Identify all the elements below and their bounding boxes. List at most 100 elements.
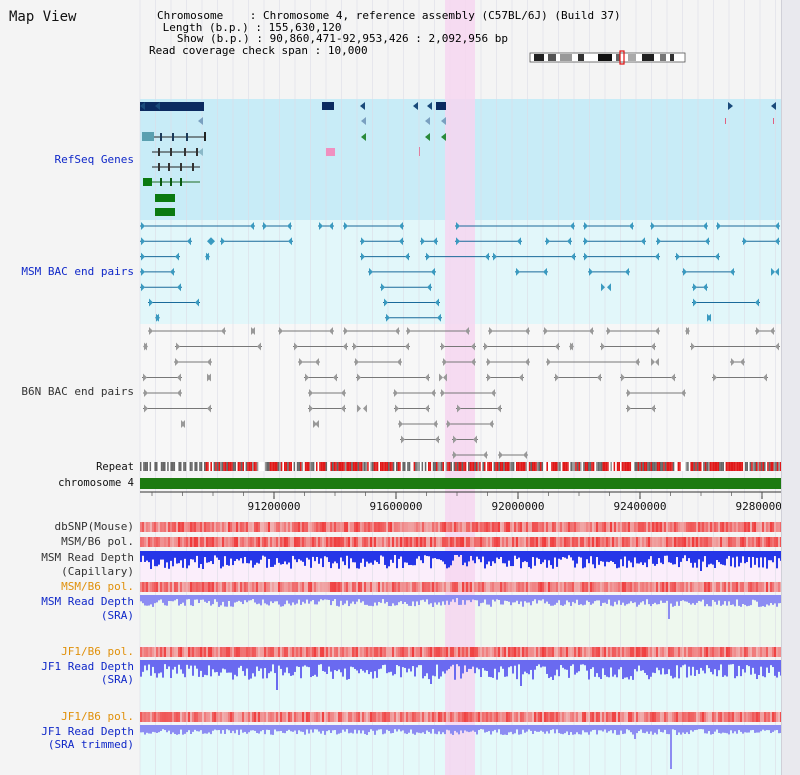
bac-pair[interactable]: [380, 283, 432, 292]
bac-pair[interactable]: [304, 373, 338, 382]
bac-pair[interactable]: [712, 373, 768, 382]
bac-pair[interactable]: [488, 327, 530, 335]
bac-pair[interactable]: [486, 373, 524, 382]
bac-pair[interactable]: [730, 358, 745, 366]
bac-pair[interactable]: [175, 342, 262, 351]
bac-pair[interactable]: [143, 389, 182, 397]
bac-pair[interactable]: [140, 283, 182, 292]
bac-pair[interactable]: [308, 389, 346, 397]
bac-pair[interactable]: [360, 252, 410, 261]
bac-pair[interactable]: [452, 435, 478, 444]
bac-pair[interactable]: [140, 237, 192, 246]
bac-pair[interactable]: [383, 298, 440, 307]
bac-pair[interactable]: [606, 327, 660, 335]
bac-pair[interactable]: [313, 420, 319, 428]
bac-pair[interactable]: [554, 373, 602, 382]
chromosome-ideogram[interactable]: [529, 50, 686, 65]
bac-pair[interactable]: [771, 267, 779, 276]
bac-pair[interactable]: [440, 342, 476, 351]
vertical-scrollbar[interactable]: [781, 0, 800, 775]
bac-pair[interactable]: [755, 327, 775, 335]
refseq-genes[interactable]: [140, 102, 776, 216]
bac-pair[interactable]: [675, 252, 720, 261]
bac-pair[interactable]: [140, 267, 175, 276]
bac-pair[interactable]: [425, 252, 490, 261]
bac-pair[interactable]: [220, 237, 293, 246]
bac-pair[interactable]: [707, 313, 711, 322]
bac-pair[interactable]: [143, 342, 148, 351]
bac-pair[interactable]: [308, 404, 346, 413]
bac-pair[interactable]: [181, 420, 185, 428]
bac-pair[interactable]: [442, 358, 476, 366]
bac-pair[interactable]: [356, 373, 430, 382]
bac-pair[interactable]: [251, 327, 255, 335]
bac-pair[interactable]: [515, 267, 548, 276]
bac-pair[interactable]: [439, 373, 447, 382]
track-label-b6n-bac[interactable]: B6N BAC end pairs: [21, 385, 134, 398]
gene-block[interactable]: [140, 102, 204, 111]
bac-pair[interactable]: [143, 404, 212, 413]
bac-pair[interactable]: [692, 298, 760, 307]
track-label-refseq[interactable]: RefSeq Genes: [54, 153, 134, 166]
bac-pair[interactable]: [456, 404, 502, 413]
bac-pair[interactable]: [174, 358, 212, 366]
bac-pair[interactable]: [486, 358, 530, 366]
bac-pair[interactable]: [148, 327, 226, 335]
bac-pair[interactable]: [293, 342, 348, 351]
bac-pair[interactable]: [207, 237, 215, 246]
bac-pair[interactable]: [455, 222, 575, 230]
bac-pair[interactable]: [543, 327, 594, 335]
track-label-msm-bac[interactable]: MSM BAC end pairs: [21, 265, 134, 278]
bac-pair[interactable]: [352, 342, 410, 351]
bac-pair[interactable]: [205, 252, 210, 261]
bac-pair[interactable]: [455, 237, 522, 246]
bac-pair[interactable]: [716, 222, 780, 230]
bac-pair[interactable]: [398, 420, 438, 428]
bac-pair[interactable]: [685, 327, 690, 335]
bac-pair[interactable]: [400, 435, 440, 444]
bac-pair[interactable]: [343, 222, 404, 230]
bac-pair[interactable]: [368, 267, 436, 276]
bac-pair[interactable]: [140, 222, 255, 230]
bac-pair[interactable]: [148, 298, 200, 307]
msm-bac-end-pairs[interactable]: [140, 222, 780, 322]
bac-pair[interactable]: [650, 222, 708, 230]
bac-pair[interactable]: [357, 404, 367, 413]
bac-pair[interactable]: [360, 237, 404, 246]
bac-pair[interactable]: [546, 358, 640, 366]
bac-pair[interactable]: [262, 222, 292, 230]
bac-pair[interactable]: [278, 327, 334, 335]
bac-pair[interactable]: [142, 373, 182, 382]
bac-pair[interactable]: [682, 267, 735, 276]
bac-pair[interactable]: [446, 420, 494, 428]
bac-pair[interactable]: [492, 252, 576, 261]
bac-pair[interactable]: [588, 267, 630, 276]
bac-pair[interactable]: [498, 451, 528, 459]
bac-pair[interactable]: [583, 237, 646, 246]
bac-pair[interactable]: [692, 283, 708, 292]
bac-pair[interactable]: [440, 389, 496, 397]
bac-pair[interactable]: [420, 237, 438, 246]
bac-pair[interactable]: [601, 283, 611, 292]
bac-pair[interactable]: [452, 451, 488, 459]
bac-pair[interactable]: [656, 237, 710, 246]
bac-pair[interactable]: [569, 342, 574, 351]
bac-pair[interactable]: [354, 358, 402, 366]
bac-pair[interactable]: [393, 389, 436, 397]
bac-pair[interactable]: [626, 389, 686, 397]
bac-pair[interactable]: [343, 327, 400, 335]
bac-pair[interactable]: [318, 222, 334, 230]
b6n-bac-end-pairs[interactable]: [142, 327, 780, 459]
bac-pair[interactable]: [600, 342, 656, 351]
bac-pair[interactable]: [620, 373, 676, 382]
bac-pair[interactable]: [298, 358, 320, 366]
bac-pair[interactable]: [626, 404, 656, 413]
bac-pair[interactable]: [406, 327, 470, 335]
bac-pair[interactable]: [394, 404, 430, 413]
bac-pair[interactable]: [155, 313, 160, 322]
bac-pair[interactable]: [690, 342, 780, 351]
bac-pair[interactable]: [583, 222, 634, 230]
bac-pair[interactable]: [583, 252, 660, 261]
bac-pair[interactable]: [651, 358, 659, 366]
